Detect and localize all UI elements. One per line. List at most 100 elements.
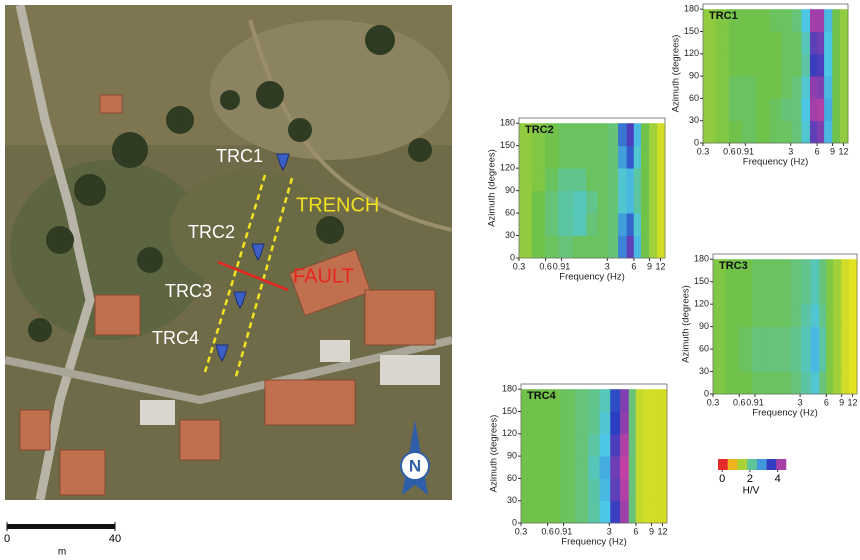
heat-cell: [629, 389, 636, 412]
heat-cell: [588, 478, 600, 501]
heat-cell: [649, 146, 657, 169]
heat-cell: [832, 121, 840, 144]
x-tick-label: 6: [824, 397, 829, 407]
heat-cell: [849, 349, 857, 372]
heat-cell: [608, 213, 618, 236]
y-tick-label: 30: [507, 495, 517, 505]
heat-cell: [558, 191, 573, 214]
heat-cell: [841, 327, 849, 350]
x-tick-label: 12: [848, 397, 858, 407]
heat-cell: [547, 456, 561, 479]
heat-cell: [545, 236, 559, 259]
y-tick-label: 30: [699, 366, 709, 376]
heat-cell: [779, 372, 791, 395]
heat-cell: [547, 501, 561, 524]
heat-cell: [811, 349, 820, 372]
heat-cell: [739, 282, 753, 305]
heat-cell: [659, 501, 667, 524]
heat-cell: [770, 121, 782, 144]
heat-cell: [573, 191, 587, 214]
heat-cell: [703, 32, 716, 55]
heat-cell: [521, 456, 534, 479]
heat-cell: [651, 434, 659, 457]
heat-cell: [817, 9, 825, 32]
heat-cell: [832, 54, 840, 77]
heat-cell: [519, 236, 532, 259]
y-tick-label: 90: [505, 185, 515, 195]
chart-title: TRC2: [525, 124, 554, 136]
heat-cell: [657, 236, 665, 259]
heat-cell: [573, 146, 587, 169]
heat-cell: [521, 478, 534, 501]
y-tick-label: 0: [704, 388, 709, 398]
heat-cell: [729, 121, 743, 144]
y-axis-label: Azimuth (degrees): [489, 415, 500, 493]
x-tick-label: 0.3: [707, 397, 720, 407]
heat-cell: [620, 412, 629, 435]
heat-cell: [849, 259, 857, 282]
heat-cell: [627, 236, 634, 259]
x-tick-label: 12: [655, 261, 665, 271]
heat-cell: [521, 434, 534, 457]
x-tick-label: 0.91: [737, 146, 755, 156]
heat-cell: [726, 327, 740, 350]
heat-cell: [586, 123, 598, 146]
heat-cell: [832, 98, 840, 121]
heat-cell: [824, 121, 833, 144]
heat-cell: [636, 434, 644, 457]
heat-cell: [826, 372, 833, 395]
heat-cell: [742, 121, 757, 144]
heat-cell: [833, 372, 842, 395]
heat-cell: [627, 123, 634, 146]
heat-cell: [558, 213, 573, 236]
heat-cell: [651, 456, 659, 479]
heat-cell: [817, 76, 825, 99]
heat-cell: [659, 434, 667, 457]
y-tick-label: 0: [694, 137, 699, 147]
station-label: TRC2: [188, 222, 235, 242]
heat-cell: [534, 412, 548, 435]
heat-cell: [608, 168, 618, 191]
heat-cell: [573, 236, 587, 259]
heat-cell: [634, 168, 642, 191]
heat-cell: [636, 412, 644, 435]
heat-cell: [575, 389, 589, 412]
x-tick-label: 3: [788, 146, 793, 156]
heat-cell: [643, 501, 652, 524]
heat-cell: [841, 259, 849, 282]
heat-cell: [849, 327, 857, 350]
heat-cell: [716, 121, 730, 144]
heat-cell: [575, 412, 589, 435]
heat-cell: [643, 478, 652, 501]
heat-cell: [629, 501, 636, 524]
heat-cell: [636, 501, 644, 524]
heat-cell: [790, 372, 801, 395]
heat-cell: [801, 282, 811, 305]
heat-cell: [643, 456, 652, 479]
heat-cell: [547, 478, 561, 501]
heat-cell: [790, 349, 801, 372]
colorbar-swatch: [728, 459, 738, 470]
x-tick-label: 0.6: [733, 397, 746, 407]
heat-cell: [757, 9, 771, 32]
heat-cell: [832, 76, 840, 99]
heat-cell: [819, 282, 826, 305]
heat-cell: [519, 146, 532, 169]
heat-cell: [792, 76, 802, 99]
heat-cell: [817, 121, 825, 144]
heat-cell: [752, 349, 767, 372]
heat-cell: [641, 123, 650, 146]
heat-cell: [588, 456, 600, 479]
heat-cell: [558, 236, 573, 259]
heat-cell: [600, 434, 611, 457]
heat-cell: [810, 121, 817, 144]
y-tick-label: 150: [502, 406, 517, 416]
colorbar-swatch: [757, 459, 767, 470]
heat-cell: [610, 389, 620, 412]
heat-cell: [779, 349, 791, 372]
colorbar-swatch: [718, 459, 728, 470]
heat-cell: [781, 98, 792, 121]
x-tick-label: 12: [839, 146, 849, 156]
heat-cell: [651, 389, 659, 412]
heat-cell: [586, 213, 598, 236]
